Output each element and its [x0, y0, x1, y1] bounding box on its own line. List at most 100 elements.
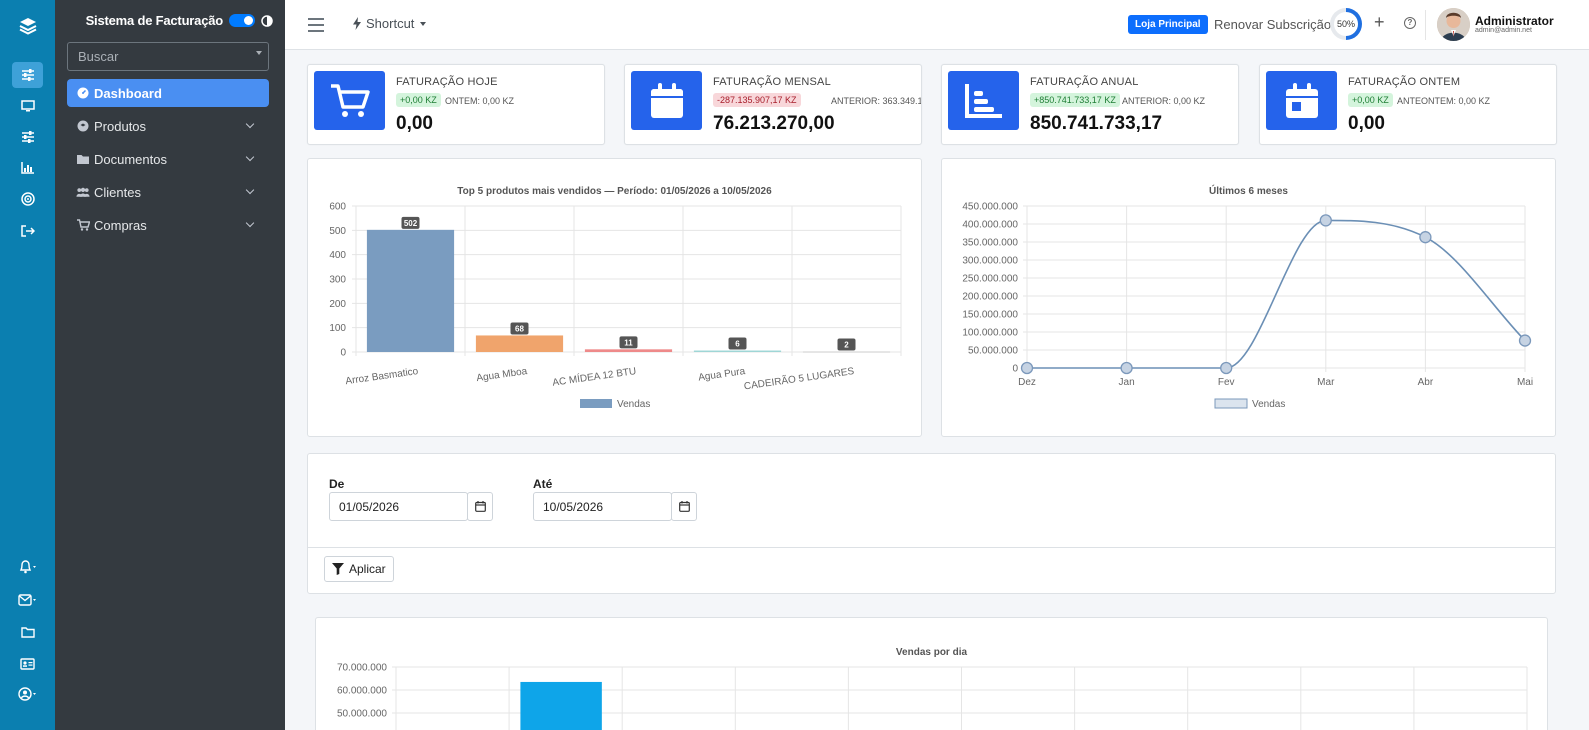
to-calendar-button[interactable]: [671, 492, 697, 521]
user-email: admin@admin.net: [1475, 27, 1532, 34]
legend-label[interactable]: Vendas: [617, 399, 650, 410]
sliders-icon[interactable]: [12, 62, 43, 88]
bar[interactable]: [520, 681, 602, 730]
monitor-icon[interactable]: [12, 93, 43, 119]
data-label-box: [619, 336, 638, 349]
info-box-value: 0,00: [396, 113, 433, 134]
target-icon[interactable]: [12, 186, 43, 212]
calendar-day-icon: [1266, 71, 1337, 130]
legend-swatch[interactable]: [1214, 398, 1248, 409]
x-tick-label: Abr: [1418, 377, 1434, 388]
chart-icon[interactable]: [12, 155, 43, 181]
bar[interactable]: [802, 351, 891, 353]
sliders-icon[interactable]: [12, 124, 43, 150]
x-tick-label: Fev: [1218, 377, 1235, 388]
data-label: 11: [624, 338, 633, 347]
info-box-label: FATURAÇÃO ANUAL: [1030, 76, 1139, 88]
bar[interactable]: [584, 349, 673, 352]
bar[interactable]: [366, 229, 455, 352]
user-circle-icon[interactable]: [12, 681, 43, 707]
chevron-down-icon: [420, 21, 427, 26]
renew-subscription-link[interactable]: Renovar Subscrição: [1214, 17, 1332, 32]
data-point[interactable]: [1020, 361, 1034, 375]
bell-icon[interactable]: [12, 554, 43, 580]
sidebar-item-documentos[interactable]: Documentos: [67, 145, 269, 173]
data-label: 6: [735, 340, 740, 349]
apply-filter-button[interactable]: Aplicar: [324, 556, 394, 582]
folder-icon[interactable]: [12, 619, 43, 645]
logout-icon[interactable]: [12, 218, 43, 244]
subscription-progress[interactable]: 50%: [1330, 8, 1362, 40]
data-label: 2: [844, 341, 849, 350]
info-box-faturacao-ontem: FATURAÇÃO ONTEM +0,00 KZ ANTEONTEM: 0,00…: [1259, 64, 1557, 145]
calendar-icon: [474, 501, 486, 512]
plus-icon[interactable]: +: [1374, 12, 1385, 32]
info-box-previous: ONTEM: 0,00 KZ: [445, 96, 515, 106]
user-name[interactable]: Administrator: [1475, 14, 1554, 28]
info-box-change-badge: +850.741.733,17 KZ: [1030, 93, 1120, 107]
gauge-icon: [76, 86, 90, 100]
search-select[interactable]: Buscar: [67, 42, 269, 71]
chart-title: Vendas por dia: [895, 647, 968, 658]
y-tick-label: 350.000.000: [962, 238, 1018, 249]
top-navbar: Shortcut Loja Principal Renovar Subscriç…: [285, 0, 1589, 50]
chevron-down-icon: [245, 152, 255, 162]
store-badge[interactable]: Loja Principal: [1128, 15, 1208, 34]
mail-icon[interactable]: [12, 587, 43, 613]
y-tick-label: 0: [340, 348, 346, 359]
y-tick-label: 50.000.000: [337, 709, 387, 720]
sidebar-item-clientes[interactable]: Clientes: [67, 178, 269, 206]
calendar-icon: [678, 501, 690, 512]
layers-logo-icon[interactable]: [12, 13, 43, 39]
data-label-box: [401, 216, 420, 229]
chart-title: Últimos 6 meses: [1209, 186, 1288, 197]
sidebar-item-label: Dashboard: [94, 85, 162, 101]
sales-per-day-chart: 70.000.000 60.000.000 50.000.000: [337, 663, 1528, 730]
apply-label: Aplicar: [349, 562, 386, 576]
info-box-faturacao-anual: FATURAÇÃO ANUAL +850.741.733,17 KZ ANTER…: [941, 64, 1239, 145]
data-point[interactable]: [1518, 334, 1532, 347]
sidebar-item-produtos[interactable]: Produtos: [67, 112, 269, 140]
x-tick-label: AC MÍDEA 12 BTU: [551, 364, 636, 389]
data-label-box: [510, 322, 529, 335]
legend-label[interactable]: Vendas: [1252, 399, 1285, 410]
contrast-icon[interactable]: [261, 14, 273, 27]
sidebar-item-compras[interactable]: Compras: [67, 211, 269, 239]
info-box-value: 76.213.270,00: [713, 113, 835, 134]
bar[interactable]: [475, 335, 564, 352]
shortcut-dropdown[interactable]: Shortcut: [352, 16, 427, 31]
bar[interactable]: [693, 350, 782, 352]
info-box-change-badge: -287.135.907,17 KZ: [713, 93, 801, 107]
divider: [308, 547, 1555, 548]
id-card-icon[interactable]: [12, 651, 43, 677]
sidebar-item-dashboard[interactable]: Dashboard: [67, 79, 269, 107]
theme-switch[interactable]: [229, 14, 255, 27]
to-date-input[interactable]: [533, 492, 672, 521]
data-point[interactable]: [1319, 214, 1332, 227]
info-box-value: 850.741.733,17: [1030, 113, 1163, 134]
cart-icon: [314, 71, 385, 130]
y-tick-label: 0: [1012, 364, 1018, 375]
help-icon[interactable]: ?: [1404, 17, 1416, 29]
data-point[interactable]: [1419, 231, 1432, 244]
info-box-previous: ANTEONTEM: 0,00 KZ: [1397, 96, 1491, 106]
data-point[interactable]: [1120, 361, 1133, 375]
avatar[interactable]: [1437, 8, 1470, 41]
data-point[interactable]: [1220, 361, 1233, 375]
y-tick-label: 400.000.000: [962, 220, 1018, 231]
info-box-label: FATURAÇÃO HOJE: [396, 76, 498, 88]
chevron-down-icon: [245, 185, 255, 195]
app-title: Sistema de Facturação: [85, 13, 224, 28]
legend-swatch[interactable]: [580, 399, 612, 408]
divider: [1425, 10, 1426, 40]
info-box-previous: ANTERIOR: 363.349.177,17 KZ: [831, 96, 921, 106]
calendar-icon: [631, 71, 702, 130]
y-tick-label: 500: [329, 226, 346, 237]
from-date-input[interactable]: [329, 492, 468, 521]
users-icon: [76, 185, 90, 199]
from-calendar-button[interactable]: [467, 492, 493, 521]
x-tick-label: Mar: [1317, 377, 1335, 388]
top-products-chart-card: Top 5 produtos mais vendidos — Período: …: [307, 158, 922, 437]
sidebar: Sistema de Facturação Buscar Dashboard P…: [55, 0, 285, 730]
hamburger-menu-icon[interactable]: [308, 18, 324, 36]
